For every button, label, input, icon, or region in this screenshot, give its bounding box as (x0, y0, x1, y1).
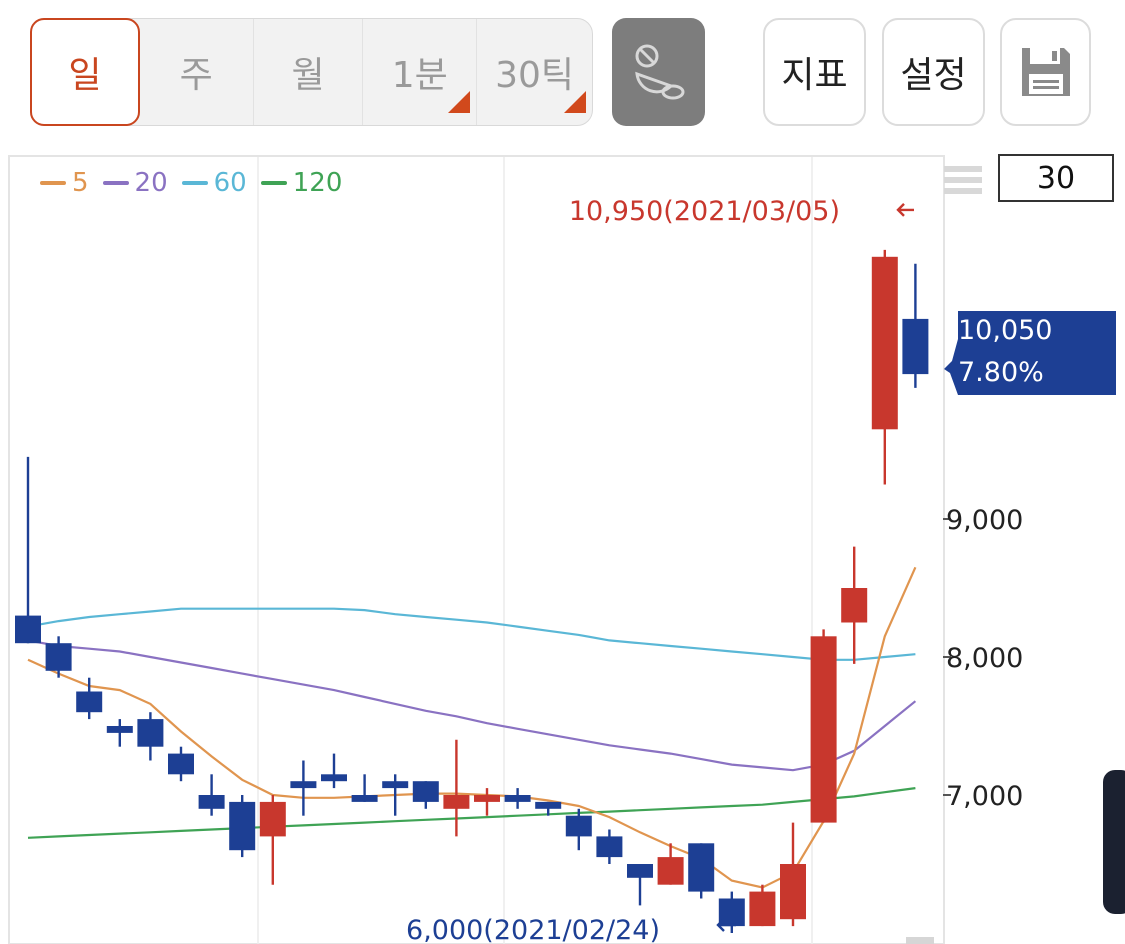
candle-body (45, 643, 72, 671)
candle-body (474, 795, 500, 802)
period-weekly-button[interactable]: 주 (140, 19, 254, 125)
indicator-label: 지표 (781, 55, 848, 96)
menu-line (944, 188, 982, 194)
ma120-line (27, 787, 916, 839)
candle-body (657, 857, 684, 885)
plot-frame (8, 155, 945, 944)
price-tag-shape (944, 311, 1116, 395)
period-selector: 일 주 월 1분 30틱 (30, 18, 593, 126)
candle-body (321, 774, 347, 782)
settings-button[interactable]: 설정 (882, 18, 985, 126)
candle-body (137, 719, 164, 747)
period-minute-label: 1분 (391, 55, 448, 96)
candle-body (15, 615, 41, 644)
current-price-tag: 10,050 7.80% (944, 311, 1116, 395)
chart-style-button[interactable] (612, 18, 705, 126)
chart-style-icon (634, 44, 684, 100)
candle-body (902, 318, 929, 375)
menu-line (944, 177, 982, 183)
candle-body (412, 781, 439, 802)
legend-swatch (260, 181, 287, 185)
legend-label: 120 (292, 168, 343, 198)
candle-body (749, 891, 776, 927)
save-icon (1021, 48, 1070, 96)
side-panel-handle[interactable] (1103, 770, 1125, 914)
chart-menu-button[interactable] (944, 166, 982, 202)
y-tick-label: 9,000 (946, 505, 1023, 536)
candle-body (443, 795, 470, 809)
legend-swatch (181, 181, 208, 185)
candle-body (382, 781, 409, 789)
candle-body (780, 864, 806, 920)
candle-body (841, 588, 868, 623)
candle-body (565, 815, 592, 837)
legend-swatch (102, 181, 129, 185)
legend-swatch (40, 181, 66, 185)
candle-count-value: 30 (1036, 160, 1076, 196)
ma60-line (27, 607, 916, 661)
candle-body (351, 795, 378, 802)
legend-label: 20 (134, 168, 168, 198)
candle-body (871, 256, 898, 430)
candle-body (76, 691, 103, 713)
candle-body (810, 636, 837, 823)
candle-body (259, 801, 286, 837)
ma5-line (27, 566, 917, 889)
y-tick-label: 8,000 (946, 643, 1023, 674)
ma-legend: 5 20 60 120 (40, 168, 342, 198)
legend-item-ma20: 20 (102, 168, 168, 198)
candle-body (688, 843, 715, 892)
candle-body (229, 801, 256, 851)
period-monthly-button[interactable]: 월 (254, 19, 364, 125)
indicator-button[interactable]: 지표 (763, 18, 866, 126)
legend-item-ma5: 5 (40, 168, 89, 198)
menu-lines-icon (944, 166, 982, 172)
period-daily-label: 일 (68, 55, 102, 96)
candle-body (168, 753, 194, 775)
candle-body (198, 795, 225, 809)
low-price-annotation: 6,000(2021/02/24) (406, 915, 660, 944)
dropdown-corner-icon (448, 91, 471, 113)
dropdown-corner-icon (564, 91, 586, 113)
candle-body (290, 781, 317, 789)
period-tick-button[interactable]: 30틱 (477, 19, 592, 125)
save-button[interactable] (1000, 18, 1091, 126)
current-change: 7.80% (958, 357, 1044, 388)
legend-label: 5 (72, 168, 89, 198)
scroll-indicator (906, 937, 934, 944)
low-arrow-icon (716, 918, 736, 932)
legend-label: 60 (213, 168, 247, 198)
period-daily-button[interactable]: 일 (30, 18, 140, 126)
period-monthly-label: 월 (291, 55, 325, 96)
current-price: 10,050 (958, 315, 1053, 346)
ma20-line (27, 639, 917, 772)
settings-label: 설정 (900, 55, 967, 96)
y-tick-label: 7,000 (946, 781, 1023, 812)
candle-body (504, 795, 531, 802)
high-price-annotation: 10,950(2021/03/05) (569, 196, 840, 227)
candle-body (535, 801, 562, 809)
period-weekly-label: 주 (179, 55, 213, 96)
candlestick-chart[interactable]: 9,000 8,000 7,000 10,950(2021/03/05) 6,000(2… (8, 155, 1118, 944)
candle-body (106, 726, 133, 733)
legend-item-ma60: 60 (181, 168, 247, 198)
candle-body (596, 836, 623, 858)
candle-count-input[interactable]: 30 (998, 154, 1114, 202)
period-minute-button[interactable]: 1분 (363, 19, 478, 125)
legend-item-ma120: 120 (260, 168, 343, 198)
high-arrow-icon (896, 203, 914, 217)
candle-body (627, 864, 653, 878)
period-tick-label: 30틱 (495, 55, 575, 96)
